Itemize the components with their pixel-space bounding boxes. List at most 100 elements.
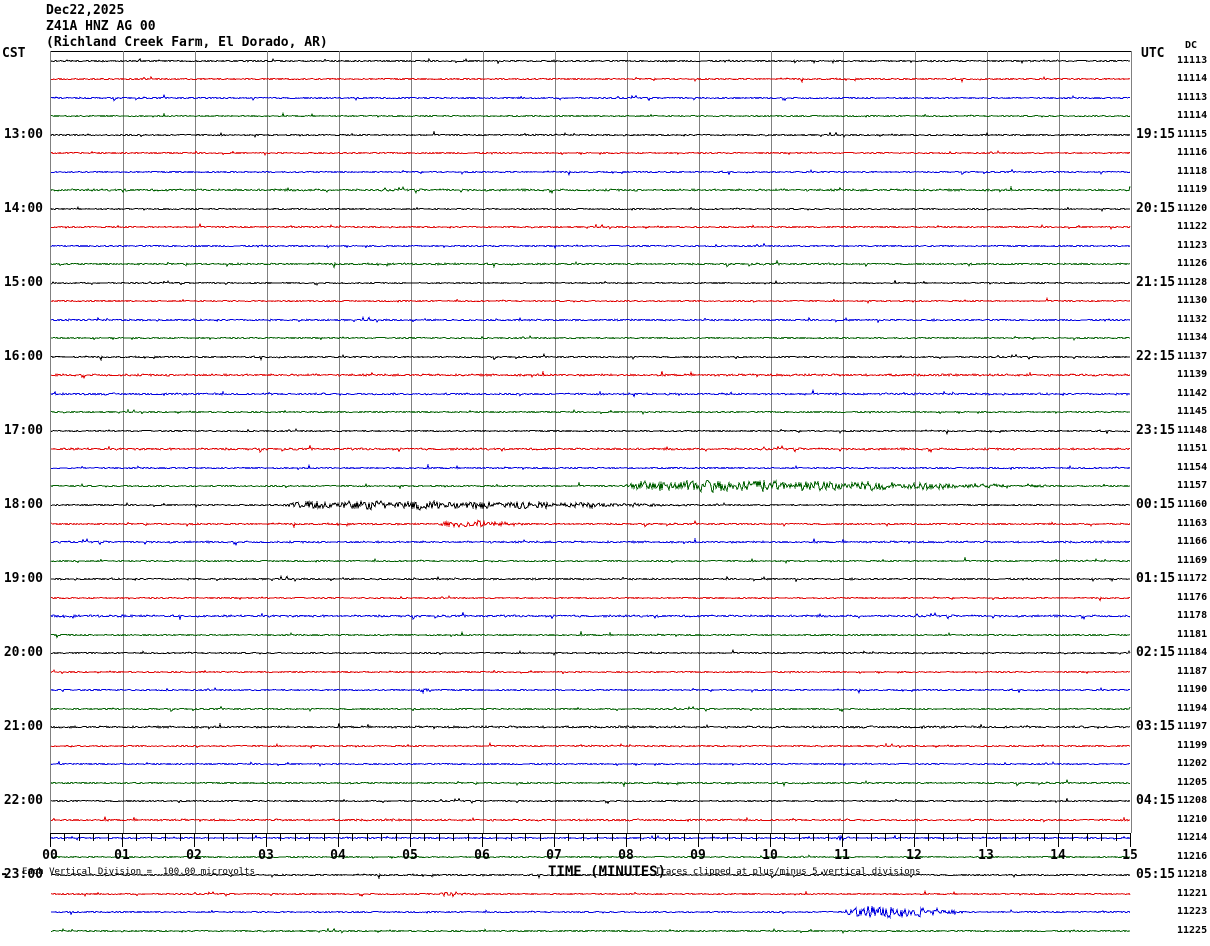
x-axis-minor-tick: [640, 834, 641, 841]
utc-hour-label: 00:15: [1136, 496, 1176, 512]
vertical-gridline: [411, 51, 412, 833]
x-axis-minor-tick: [813, 834, 814, 841]
dc-value-label: 11126: [1177, 258, 1208, 270]
dc-value-label: 11163: [1177, 517, 1208, 529]
dc-value-label: 11134: [1177, 332, 1208, 344]
x-axis-minor-tick: [165, 834, 166, 841]
vertical-gridline: [699, 51, 700, 833]
seismic-trace: [50, 731, 1131, 761]
cst-hour-label: 20:00: [3, 645, 43, 661]
x-axis-minor-tick: [496, 834, 497, 841]
cst-hour-label: 16:00: [3, 348, 43, 364]
x-axis-major-tick: [122, 834, 123, 847]
x-axis-minor-tick: [252, 834, 253, 841]
dc-value-label: 11123: [1177, 239, 1208, 251]
x-axis-minor-tick: [957, 834, 958, 841]
x-axis-minor-tick: [928, 834, 929, 841]
x-axis-minor-tick: [79, 834, 80, 841]
dc-value-label: 11194: [1177, 702, 1208, 714]
right-timezone-label: UTC: [1141, 46, 1165, 61]
cst-hour-label: 22:00: [3, 793, 43, 809]
x-axis-minor-tick: [468, 834, 469, 841]
x-axis-minor-tick: [741, 834, 742, 841]
cst-hour-label: 23:00: [3, 867, 43, 883]
seismic-trace: [50, 175, 1131, 205]
x-axis-major-tick: [50, 834, 51, 847]
x-axis-minor-tick: [1015, 834, 1016, 841]
dc-value-label: 11181: [1177, 628, 1208, 640]
x-axis-major-tick: [770, 834, 771, 847]
dc-value-label: 11223: [1177, 906, 1208, 918]
x-axis-minor-tick: [799, 834, 800, 841]
x-axis-major-tick: [842, 834, 843, 847]
x-axis-minor-tick: [352, 834, 353, 841]
seismic-trace: [50, 638, 1131, 668]
vertical-gridline: [843, 51, 844, 833]
dc-value-label: 11160: [1177, 498, 1208, 510]
x-axis-minor-tick: [223, 834, 224, 841]
seismic-trace: [50, 64, 1131, 94]
x-axis-tick-label: 00: [42, 848, 58, 863]
vertical-gridline: [627, 51, 628, 833]
dc-value-label: 11205: [1177, 776, 1208, 788]
seismic-trace: [50, 360, 1131, 390]
x-axis-minor-tick: [93, 834, 94, 841]
x-axis-minor-tick: [511, 834, 512, 841]
dc-value-label: 11210: [1177, 813, 1208, 825]
x-axis-minor-tick: [1116, 834, 1117, 841]
dc-value-label: 11142: [1177, 387, 1208, 399]
dc-value-label: 11197: [1177, 721, 1208, 733]
dc-value-label: 11176: [1177, 591, 1208, 603]
seismic-trace: [50, 546, 1131, 576]
x-axis-major-tick: [1058, 834, 1059, 847]
x-axis-major-tick: [914, 834, 915, 847]
dc-value-label: 11114: [1177, 73, 1208, 85]
cst-hour-label: 15:00: [3, 274, 43, 290]
seismic-trace: [50, 860, 1131, 890]
seismic-trace: [50, 823, 1131, 853]
x-axis-minor-tick: [655, 834, 656, 841]
x-axis-tick-label: 11: [834, 848, 850, 863]
x-axis-minor-tick: [396, 834, 397, 841]
x-axis-minor-tick: [972, 834, 973, 841]
dc-value-label: 11132: [1177, 313, 1208, 325]
seismic-trace: [50, 416, 1131, 446]
x-axis-major-tick: [626, 834, 627, 847]
seismic-trace: [50, 564, 1131, 594]
x-axis-minor-tick: [367, 834, 368, 841]
x-axis-minor-tick: [1072, 834, 1073, 841]
x-axis-minor-tick: [1101, 834, 1102, 841]
header-location: (Richland Creek Farm, El Dorado, AR): [46, 35, 328, 50]
x-axis-tick-label: 08: [618, 848, 634, 863]
dc-value-label: 11178: [1177, 610, 1208, 622]
dc-value-label: 11190: [1177, 684, 1208, 696]
x-axis-minor-tick: [108, 834, 109, 841]
utc-hour-label: 02:15: [1136, 645, 1176, 661]
x-axis-tick-label: 06: [474, 848, 490, 863]
dc-value-label: 11221: [1177, 887, 1208, 899]
seismic-trace: [50, 712, 1131, 742]
x-axis-major-tick: [554, 834, 555, 847]
x-axis-minor-tick: [64, 834, 65, 841]
utc-hour-label: 22:15: [1136, 348, 1176, 364]
cst-hour-label: 19:00: [3, 571, 43, 587]
x-axis-tick-label: 15: [1122, 848, 1138, 863]
x-axis-minor-tick: [583, 834, 584, 841]
x-axis-minor-tick: [439, 834, 440, 841]
x-axis-minor-tick: [784, 834, 785, 841]
footer-clip-note: Traces clipped at plus/minus 5 vertical …: [655, 867, 921, 877]
seismic-trace: [50, 768, 1131, 798]
dc-value-label: 11187: [1177, 665, 1208, 677]
x-axis-minor-tick: [309, 834, 310, 841]
x-axis-minor-tick: [871, 834, 872, 841]
x-axis-tick-label: 03: [258, 848, 274, 863]
dc-value-label: 11208: [1177, 795, 1208, 807]
dc-value-label: 11169: [1177, 554, 1208, 566]
x-axis-minor-tick: [453, 834, 454, 841]
x-axis-minor-tick: [943, 834, 944, 841]
seismic-trace: [50, 268, 1131, 298]
seismic-trace: [50, 379, 1131, 409]
header-station: Z41A HNZ AG 00: [46, 19, 156, 34]
seismic-trace: [50, 46, 1131, 76]
seismic-trace: [50, 212, 1131, 242]
